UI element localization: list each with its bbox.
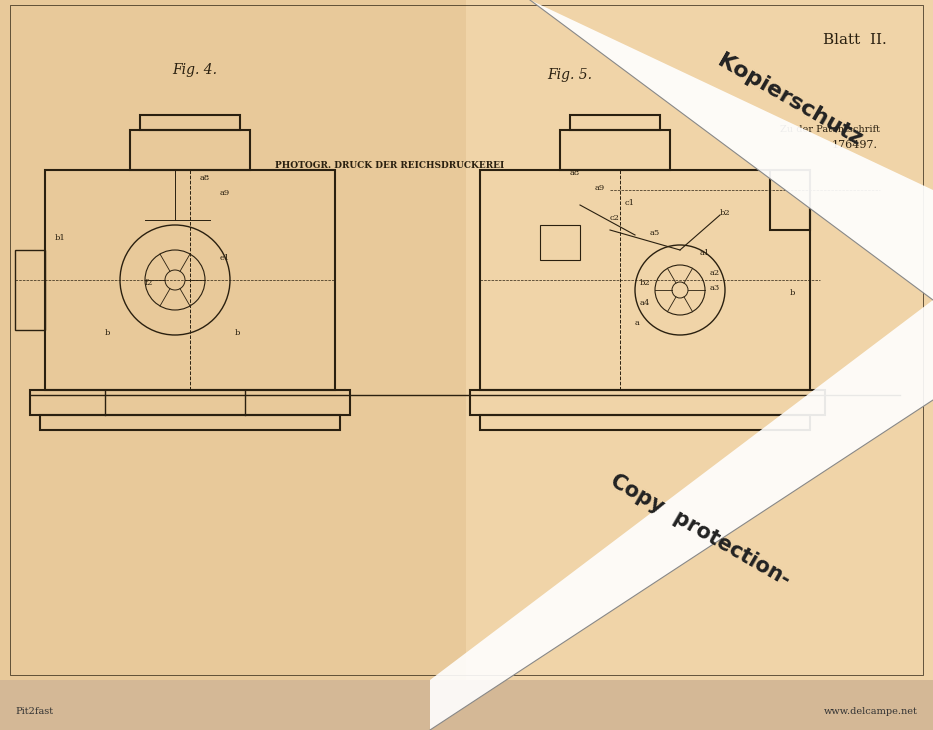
- Text: Copy  protection-: Copy protection-: [606, 470, 793, 590]
- Text: a3: a3: [710, 284, 720, 292]
- Text: b1: b1: [55, 234, 65, 242]
- Text: Kopierschutz: Kopierschutz: [714, 50, 866, 150]
- Text: Fig. 4.: Fig. 4.: [173, 63, 217, 77]
- Text: a9: a9: [220, 189, 230, 197]
- Bar: [45, 170, 335, 390]
- Text: a: a: [635, 319, 640, 327]
- Polygon shape: [430, 300, 933, 730]
- Text: f2: f2: [145, 279, 153, 287]
- Bar: [30, 390, 350, 415]
- Bar: [0, 0, 466, 680]
- Text: a1: a1: [700, 249, 710, 257]
- Bar: [140, 115, 240, 130]
- Text: www.delcampe.net: www.delcampe.net: [824, 707, 918, 717]
- Text: b2: b2: [640, 279, 650, 287]
- Polygon shape: [530, 0, 933, 300]
- Text: 176497.: 176497.: [832, 140, 878, 150]
- Bar: [15, 250, 45, 330]
- Bar: [40, 415, 340, 430]
- Text: b: b: [790, 289, 795, 297]
- Text: Fig. 5.: Fig. 5.: [548, 68, 592, 82]
- Text: Blatt  II.: Blatt II.: [823, 33, 887, 47]
- Text: Pit2fast: Pit2fast: [15, 707, 53, 717]
- Bar: [470, 390, 825, 415]
- Text: a9: a9: [595, 184, 606, 192]
- Bar: [0, 680, 933, 730]
- Bar: [480, 170, 810, 390]
- Bar: [480, 415, 810, 430]
- Text: a4: a4: [640, 299, 650, 307]
- Text: a2: a2: [710, 269, 720, 277]
- Bar: [570, 115, 660, 130]
- Bar: [540, 225, 580, 260]
- Bar: [770, 170, 810, 230]
- Text: b: b: [235, 329, 241, 337]
- Text: a8: a8: [570, 169, 580, 177]
- Text: Zu der Patentschrift: Zu der Patentschrift: [780, 126, 880, 134]
- Text: b2: b2: [720, 209, 731, 217]
- Text: c1: c1: [625, 199, 635, 207]
- Text: c2: c2: [610, 214, 620, 222]
- Text: a5: a5: [650, 229, 661, 237]
- Bar: [560, 130, 670, 170]
- Text: e1: e1: [220, 254, 230, 262]
- Text: a8: a8: [200, 174, 210, 182]
- Text: b: b: [105, 329, 110, 337]
- Bar: [466, 0, 933, 680]
- Bar: [130, 130, 250, 170]
- Text: PHOTOGR. DRUCK DER REICHSDRUCKEREI: PHOTOGR. DRUCK DER REICHSDRUCKEREI: [275, 161, 505, 169]
